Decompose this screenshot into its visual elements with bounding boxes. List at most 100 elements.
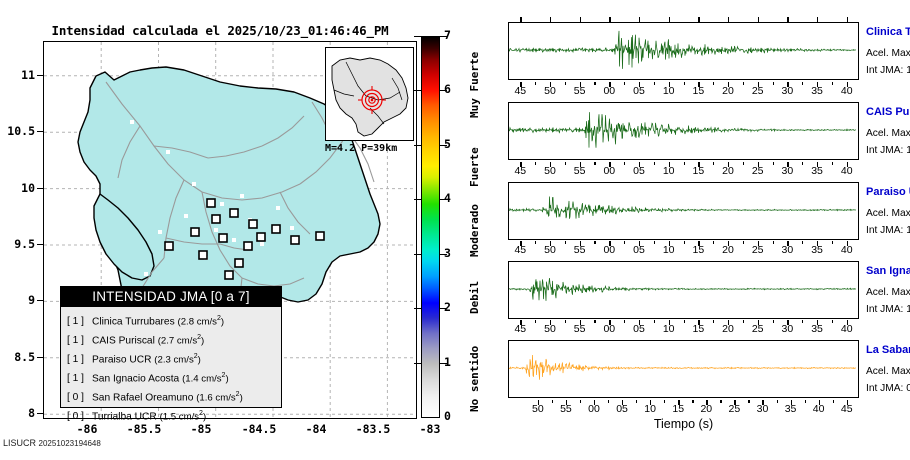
seismogram-trace-3[interactable] <box>508 182 859 240</box>
trace-minor-tick <box>713 320 715 323</box>
trace-minor-tick <box>831 162 834 165</box>
trace-minor-tick <box>594 82 596 85</box>
y-tick <box>37 244 43 246</box>
legend-unit-exp: 2 <box>235 390 240 398</box>
trace-tick-label: 30 <box>756 403 769 415</box>
y-tick-label: 10.5 <box>7 124 35 138</box>
legend-paren: ) <box>220 316 225 328</box>
trace-tick-label: 45 <box>514 85 527 97</box>
trace-tick <box>728 162 730 167</box>
seismogram-trace-5[interactable] <box>508 340 859 398</box>
trace-tick-label: 15 <box>692 323 705 335</box>
legend-paren: ) <box>202 411 207 423</box>
trace-tick-label: 30 <box>781 165 794 177</box>
trace-tick-label: 20 <box>722 244 734 256</box>
legend-unit-exp: 2 <box>199 409 203 417</box>
seismogram-trace-1[interactable] <box>508 22 859 80</box>
legend-paren: ) <box>201 335 205 347</box>
y-tick <box>37 75 43 77</box>
trace-tick <box>678 400 680 405</box>
trace-tick-label: 20 <box>722 165 734 177</box>
trace-tick-label: 10 <box>662 323 675 335</box>
trace-tick <box>638 17 641 22</box>
trace-tick <box>817 320 819 325</box>
trace-jma-intensity: Int JMA: 1 <box>866 225 910 236</box>
trace-tick <box>537 400 540 405</box>
trace-station-name: San Ignacio Acosta <box>866 265 910 277</box>
trace-tick-label: 50 <box>531 403 544 415</box>
trace-tick-label: 05 <box>616 403 628 415</box>
colorbar-tick-label: 3 <box>444 246 451 260</box>
trace-minor-tick <box>653 82 656 85</box>
trace-tick-label: 35 <box>811 85 823 97</box>
trace-tick <box>706 400 708 405</box>
list-item: [ 0 ] San Rafael Oreamuno (1.6 cm/s2) <box>67 387 281 406</box>
trace-minor-tick <box>564 162 567 165</box>
list-item: [ 0 ] Turrialba UCR (1.5 cm/s2) <box>67 406 281 425</box>
trace-tick <box>757 320 759 325</box>
trace-minor-tick <box>772 82 774 85</box>
trace-tick-label: 55 <box>573 85 586 97</box>
list-item: [ 1 ] CAIS Puriscal (2.7 cm/s2) <box>67 330 281 349</box>
x-tick-label: -85 <box>190 422 212 436</box>
trace-max-acceleration: Acel. Max. 0.6 <box>866 128 910 139</box>
trace-minor-tick <box>831 320 834 323</box>
trace-tick <box>846 17 848 22</box>
locator-inset-map[interactable] <box>325 47 414 141</box>
trace-time-axis: 45 50 55 00 05 10 15 20 25 30 35 40 <box>508 82 859 97</box>
trace-tick-label: 15 <box>692 85 705 97</box>
trace-tick <box>787 320 789 325</box>
station-markers <box>164 198 325 280</box>
trace-minor-tick <box>594 241 596 244</box>
trace-minor-tick <box>653 241 656 244</box>
trace-tick-label: 55 <box>573 323 586 335</box>
colorbar-category-label: Debil <box>468 280 481 314</box>
y-tick-label: 8 <box>28 406 35 420</box>
colorbar-tick-label: 7 <box>444 28 451 42</box>
y-tick <box>37 188 43 190</box>
trace-tick <box>668 320 670 325</box>
trace-tick <box>728 241 730 246</box>
trace-tick <box>668 241 670 246</box>
trace-minor-tick <box>831 82 834 85</box>
trace-minor-tick <box>535 162 537 165</box>
inset-graphic <box>326 48 413 140</box>
trace-tick <box>757 17 759 22</box>
y-tick-label: 9.5 <box>14 237 35 251</box>
trace-tick <box>846 82 848 87</box>
trace-tick-label: 45 <box>514 244 527 256</box>
trace-minor-tick <box>594 320 596 323</box>
trace-tick <box>787 82 789 87</box>
y-tick-label: 9 <box>28 293 35 307</box>
trace-tick-label: 55 <box>573 244 586 256</box>
seismogram-trace-4[interactable] <box>508 261 859 319</box>
trace-minor-tick <box>832 400 834 403</box>
trace-minor-tick <box>683 241 685 244</box>
legend-intensity: [ 0 ] <box>67 411 84 423</box>
trace-tick <box>817 162 819 167</box>
colorbar-tick-label: 4 <box>444 191 451 205</box>
trace-x-axis-label: Tiempo (s) <box>653 417 714 431</box>
legend-title: INTENSIDAD JMA [0 a 7] <box>61 287 281 307</box>
trace-tick-label: 25 <box>751 85 764 97</box>
trace-top-ticks <box>508 16 859 22</box>
intensity-legend[interactable]: INTENSIDAD JMA [0 a 7] [ 1 ] Clinica Turr… <box>60 286 282 422</box>
legend-station-name: Turrialba UCR <box>92 411 157 423</box>
trace-minor-tick <box>742 82 745 85</box>
y-tick-label: 11 <box>21 68 35 82</box>
trace-tick-label: 35 <box>811 165 823 177</box>
seismogram-trace-2[interactable] <box>508 102 859 160</box>
colorbar-category-label: Muy Fuerte <box>468 51 481 118</box>
trace-minor-tick <box>713 82 715 85</box>
trace-tick-label: 10 <box>644 403 656 415</box>
trace-tick <box>609 17 611 22</box>
intensity-colorbar[interactable] <box>421 36 440 418</box>
trace-tick <box>734 400 736 405</box>
trace-tick-label: 05 <box>633 85 645 97</box>
trace-minor-tick <box>802 241 804 244</box>
watermark-id: 20251023194648 <box>38 439 101 448</box>
trace-tick <box>579 17 581 22</box>
trace-tick <box>846 241 848 246</box>
trace-tick <box>668 17 670 22</box>
legend-station-name: San Rafael Oreamuno <box>92 392 194 404</box>
